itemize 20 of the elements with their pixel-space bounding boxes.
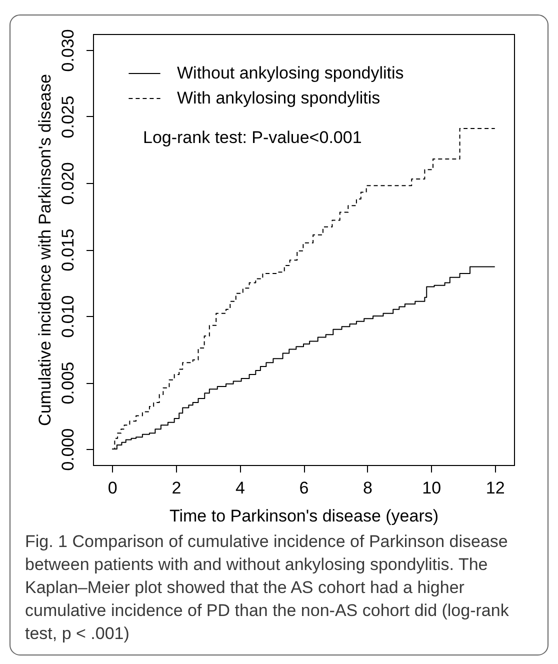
x-tick-label: 0 — [108, 478, 118, 498]
x-tick-label: 8 — [363, 478, 373, 498]
y-tick-label: 0.010 — [58, 295, 78, 338]
x-tick-label: 6 — [299, 478, 309, 498]
x-tick-label: 2 — [172, 478, 182, 498]
y-tick-label: 0.000 — [58, 428, 78, 471]
x-axis-title: Time to Parkinson's disease (years) — [169, 506, 439, 526]
x-tick-label: 12 — [486, 478, 505, 498]
legend-label: With ankylosing spondylitis — [177, 88, 380, 108]
y-tick-label: 0.005 — [58, 362, 78, 404]
x-tick-label: 10 — [422, 478, 442, 498]
annotation: Log-rank test: P-value<0.001 — [143, 128, 362, 147]
y-tick-label: 0.020 — [58, 162, 78, 205]
legend-label: Without ankylosing spondylitis — [177, 64, 404, 82]
caption: Fig. 1 Comparison of cumulative incidence of Parkinson disease between patients with and without ankylosing spondylitis. The Kaplan–Meier plot showed that the AS cohort had a higher cumulative incidence of PD than the non-AS cohort did (log-rank test, p < .001) — [25, 532, 510, 643]
y-tick-label: 0.030 — [58, 29, 78, 72]
y-tick-label: 0.025 — [58, 96, 78, 138]
y-tick-label: 0.015 — [58, 228, 78, 272]
y-axis-title: Cumulative incidence with Parkinson's disease — [36, 74, 54, 426]
x-tick-label: 4 — [235, 478, 245, 498]
